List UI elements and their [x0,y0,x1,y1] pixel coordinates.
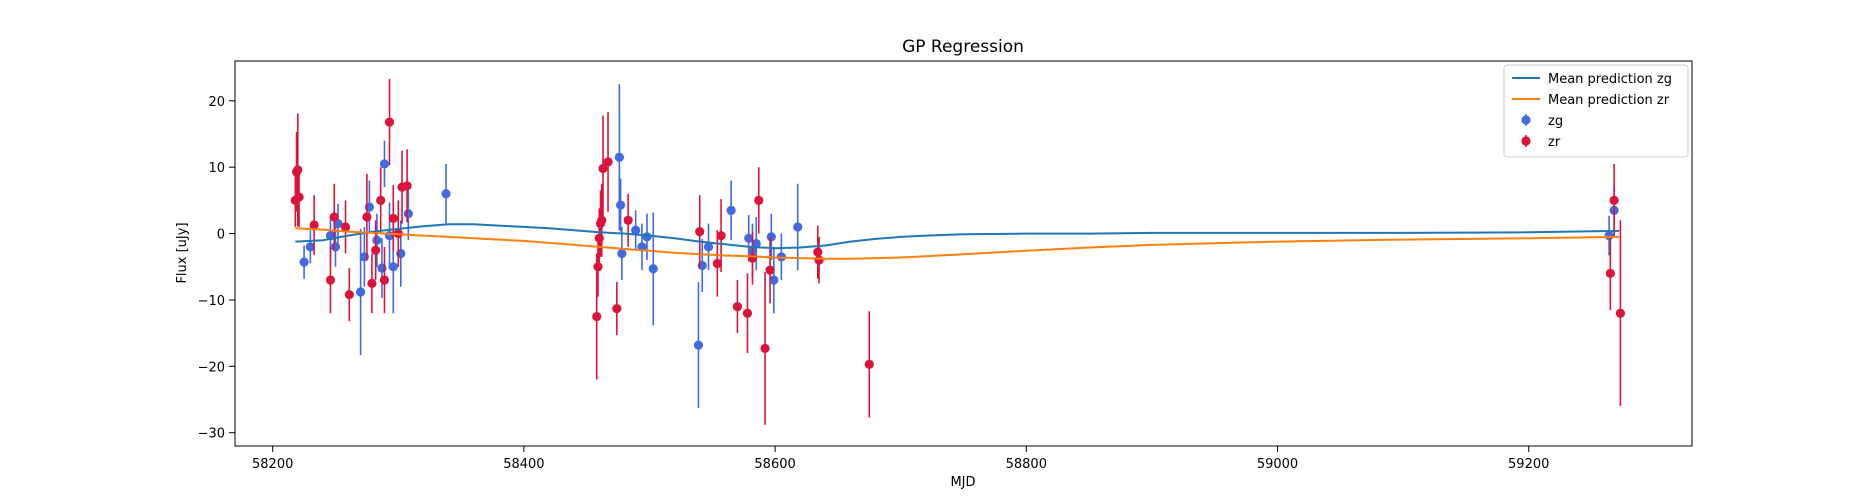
data-point-zg [693,340,704,350]
chart-title: GP Regression [902,37,1024,57]
data-point-zr [388,213,398,223]
data-point-zr [376,195,386,205]
data-point-zr [598,163,608,174]
data-point-zr [712,258,722,269]
data-point-zg [305,242,315,252]
data-point-zr [813,247,823,257]
data-point-zg [356,287,366,297]
data-point-zg [330,242,341,252]
data-point-zr [309,220,319,230]
data-point-zr [742,308,753,318]
legend-marker-swatch [1521,115,1531,125]
data-point-zr [732,302,743,312]
legend-marker-swatch [1521,136,1531,146]
data-point-zg [372,235,382,245]
x-tick-label: 59200 [1508,457,1549,472]
x-tick-label: 58600 [754,457,795,472]
data-point-zg [766,232,776,242]
data-point-zr [716,230,726,241]
x-tick-label: 58800 [1006,457,1047,472]
data-point-zr [603,157,613,167]
data-point-zr [754,195,764,205]
data-point-zr [814,255,824,265]
data-point-zg [388,262,398,272]
data-point-zg [614,152,624,162]
y-axis: −30 −20 −10 0 10 20 [198,95,235,442]
x-axis: 58200 58400 58600 58800 59000 59200 [252,446,1549,472]
data-point-zg [1604,230,1614,241]
data-point-zr [592,311,602,322]
data-point-zr [765,265,775,275]
data-point-zr [325,275,336,285]
data-point-zg [642,232,652,242]
data-point-zg [616,200,626,210]
data-point-zg [751,238,761,249]
data-point-zr [379,275,390,285]
data-point-zr [612,303,622,314]
data-point-zr [402,181,412,191]
y-tick-label: −20 [198,360,225,375]
data-point-zg [648,264,658,274]
plot-frame [234,60,1693,447]
data-point-zr [864,359,874,369]
data-point-zr [597,215,607,225]
data-point-zr [384,117,395,127]
x-tick-label: 58200 [252,457,293,472]
data-point-zg [403,209,413,219]
data-point-zg [769,275,779,285]
data-point-zg [793,222,803,232]
legend: Mean prediction zg Mean prediction zr zg zr [1503,64,1689,158]
legend-label: Mean prediction zr [1548,93,1670,108]
x-tick-label: 58400 [503,457,544,472]
data-point-zr [1609,195,1619,205]
data-point-zg [441,189,451,199]
x-tick-label: 59000 [1257,457,1298,472]
data-point-zr [294,192,304,202]
series-zg [299,84,1619,409]
mean-line-1 [295,227,1620,260]
data-point-zg [703,242,714,252]
data-point-zr [760,343,770,354]
y-tick-label: 20 [208,95,225,110]
legend-label: zr [1548,135,1561,150]
x-axis-label: MJD [950,475,975,490]
data-point-zr [340,222,351,232]
data-point-zr [623,215,633,225]
y-axis-label: Flux [uJy] [175,222,190,283]
mean-line-0 [295,223,1620,250]
data-point-zr [371,245,381,255]
data-point-zr [293,165,303,175]
data-point-zr [695,226,705,237]
data-point-zr [1615,308,1626,318]
legend-label: zg [1548,114,1563,129]
y-tick-label: 10 [208,161,225,176]
data-point-zg [726,205,736,215]
data-point-zr [1605,268,1615,279]
data-point-zr [329,212,339,222]
legend-label: Mean prediction zg [1548,72,1672,87]
data-point-zr [362,212,372,222]
data-point-zr [747,253,758,263]
data-point-zg [299,257,309,267]
data-point-zr [367,278,377,288]
data-point-zg [617,248,627,259]
data-point-zr [344,290,354,300]
series-zr [290,78,1626,425]
legend-box [1503,64,1689,158]
y-tick-label: −10 [198,294,225,309]
y-tick-label: 0 [217,228,225,243]
data-point-zg [631,225,641,235]
data-point-zg [379,159,390,169]
data-point-zr [593,262,603,272]
y-tick-label: −30 [198,427,225,442]
data-point-zg [744,233,754,243]
